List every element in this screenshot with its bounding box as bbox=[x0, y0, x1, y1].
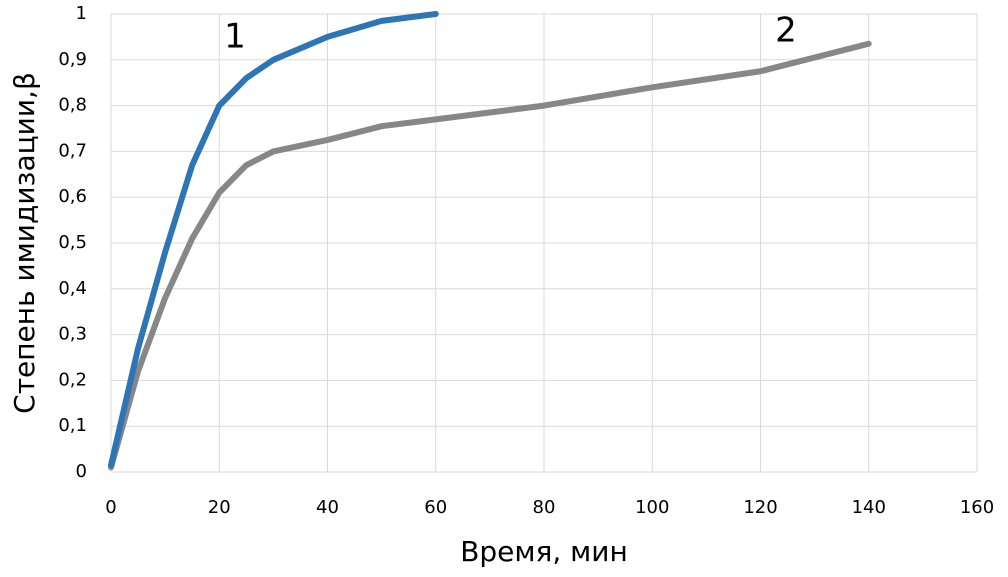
y-tick-label: 0,1 bbox=[58, 415, 87, 436]
y-tick-label: 0,3 bbox=[58, 324, 87, 345]
y-tick-label: 0,9 bbox=[58, 49, 87, 70]
x-tick-label: 80 bbox=[533, 497, 556, 518]
annotation: 1 bbox=[224, 17, 246, 57]
y-tick-label: 0,7 bbox=[58, 140, 87, 161]
y-tick-label: 0,2 bbox=[58, 369, 87, 390]
x-tick-label: 140 bbox=[852, 497, 886, 518]
y-tick-label: 1 bbox=[76, 3, 87, 24]
y-tick-label: 0 bbox=[76, 461, 87, 482]
x-tick-label: 60 bbox=[424, 497, 447, 518]
x-tick-label: 0 bbox=[105, 497, 116, 518]
y-tick-label: 0,8 bbox=[58, 95, 87, 116]
x-tick-label: 20 bbox=[208, 497, 231, 518]
y-tick-label: 0,6 bbox=[58, 186, 87, 207]
x-tick-label: 40 bbox=[316, 497, 339, 518]
x-axis-label: Время, мин bbox=[460, 535, 628, 568]
series-line bbox=[108, 40, 872, 471]
y-tick-label: 0,5 bbox=[58, 232, 87, 253]
x-tick-label: 100 bbox=[635, 497, 669, 518]
y-tick-label: 0,4 bbox=[58, 278, 87, 299]
series-line bbox=[108, 11, 439, 469]
y-axis-label: Степень имидизации,β bbox=[8, 72, 41, 414]
annotation: 2 bbox=[775, 11, 797, 51]
x-tick-label: 120 bbox=[743, 497, 777, 518]
x-tick-label: 160 bbox=[960, 497, 994, 518]
